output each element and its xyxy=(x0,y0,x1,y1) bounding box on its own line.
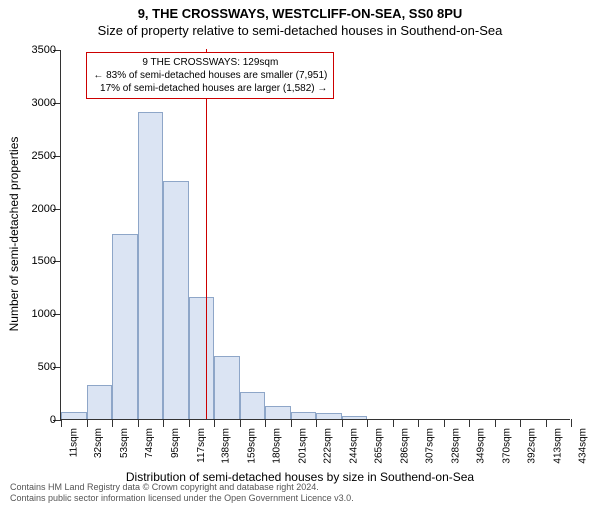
chart-title-line1: 9, THE CROSSWAYS, WESTCLIFF-ON-SEA, SS0 … xyxy=(0,6,600,21)
y-tick-label: 500 xyxy=(16,361,56,373)
y-tick-label: 1500 xyxy=(16,255,56,267)
x-tick xyxy=(367,419,368,427)
x-tick-label: 413sqm xyxy=(543,428,553,438)
x-tick xyxy=(61,419,62,427)
x-tick xyxy=(418,419,419,427)
x-tick-label: 74sqm xyxy=(135,428,145,438)
x-tick-label: 434sqm xyxy=(568,428,578,438)
x-tick-label: 349sqm xyxy=(466,428,476,438)
annotation-line2: ← 83% of semi-detached houses are smalle… xyxy=(93,69,327,82)
x-tick-label: 32sqm xyxy=(84,428,94,438)
x-tick-label: 392sqm xyxy=(517,428,527,438)
x-tick-label: 201sqm xyxy=(288,428,298,438)
histogram-bar xyxy=(61,412,87,419)
x-tick xyxy=(393,419,394,427)
x-tick xyxy=(163,419,164,427)
x-tick-label: 307sqm xyxy=(415,428,425,438)
histogram-bar xyxy=(265,406,291,419)
x-tick-label: 222sqm xyxy=(313,428,323,438)
histogram-bar xyxy=(291,412,317,419)
chart-title-line2: Size of property relative to semi-detach… xyxy=(0,23,600,38)
y-axis-label: Number of semi-detached properties xyxy=(7,137,21,332)
annotation-line1: 9 THE CROSSWAYS: 129sqm xyxy=(93,56,327,69)
histogram-bar xyxy=(214,356,240,419)
x-tick-label: 286sqm xyxy=(390,428,400,438)
reference-line xyxy=(206,49,207,419)
histogram-bar xyxy=(163,181,189,419)
histogram-bar xyxy=(112,234,138,419)
histogram-bar xyxy=(342,416,368,419)
x-tick xyxy=(265,419,266,427)
x-tick-label: 370sqm xyxy=(492,428,502,438)
x-tick xyxy=(138,419,139,427)
histogram-bar xyxy=(316,413,342,419)
histogram-bar xyxy=(189,297,215,419)
x-tick xyxy=(214,419,215,427)
x-tick xyxy=(112,419,113,427)
x-tick xyxy=(342,419,343,427)
x-tick xyxy=(316,419,317,427)
histogram-bar xyxy=(87,385,113,419)
histogram-bar xyxy=(240,392,266,419)
y-tick-label: 2500 xyxy=(16,150,56,162)
x-tick xyxy=(189,419,190,427)
plot-region: 050010001500200025003000350011sqm32sqm53… xyxy=(60,50,570,420)
x-tick-label: 180sqm xyxy=(262,428,272,438)
footer-line1: Contains HM Land Registry data © Crown c… xyxy=(10,482,354,493)
x-tick xyxy=(87,419,88,427)
x-tick xyxy=(546,419,547,427)
x-tick xyxy=(240,419,241,427)
x-tick-label: 117sqm xyxy=(186,428,196,438)
x-tick xyxy=(444,419,445,427)
y-tick-label: 2000 xyxy=(16,203,56,215)
x-tick-label: 11sqm xyxy=(58,428,68,438)
x-tick-label: 53sqm xyxy=(109,428,119,438)
x-tick xyxy=(571,419,572,427)
y-tick-label: 3000 xyxy=(16,97,56,109)
chart-area: 050010001500200025003000350011sqm32sqm53… xyxy=(60,50,570,420)
x-tick xyxy=(469,419,470,427)
x-tick-label: 95sqm xyxy=(160,428,170,438)
x-tick-label: 159sqm xyxy=(237,428,247,438)
x-tick-label: 244sqm xyxy=(339,428,349,438)
footer-attribution: Contains HM Land Registry data © Crown c… xyxy=(10,482,354,504)
y-tick-label: 3500 xyxy=(16,44,56,56)
y-tick-label: 1000 xyxy=(16,308,56,320)
annotation-box: 9 THE CROSSWAYS: 129sqm← 83% of semi-det… xyxy=(86,52,334,99)
x-tick xyxy=(520,419,521,427)
x-tick-label: 265sqm xyxy=(364,428,374,438)
x-tick-label: 328sqm xyxy=(441,428,451,438)
y-tick-label: 0 xyxy=(16,414,56,426)
x-tick xyxy=(495,419,496,427)
histogram-bar xyxy=(138,112,164,419)
annotation-line3: 17% of semi-detached houses are larger (… xyxy=(93,82,327,95)
footer-line2: Contains public sector information licen… xyxy=(10,493,354,504)
x-tick xyxy=(291,419,292,427)
x-tick-label: 138sqm xyxy=(211,428,221,438)
